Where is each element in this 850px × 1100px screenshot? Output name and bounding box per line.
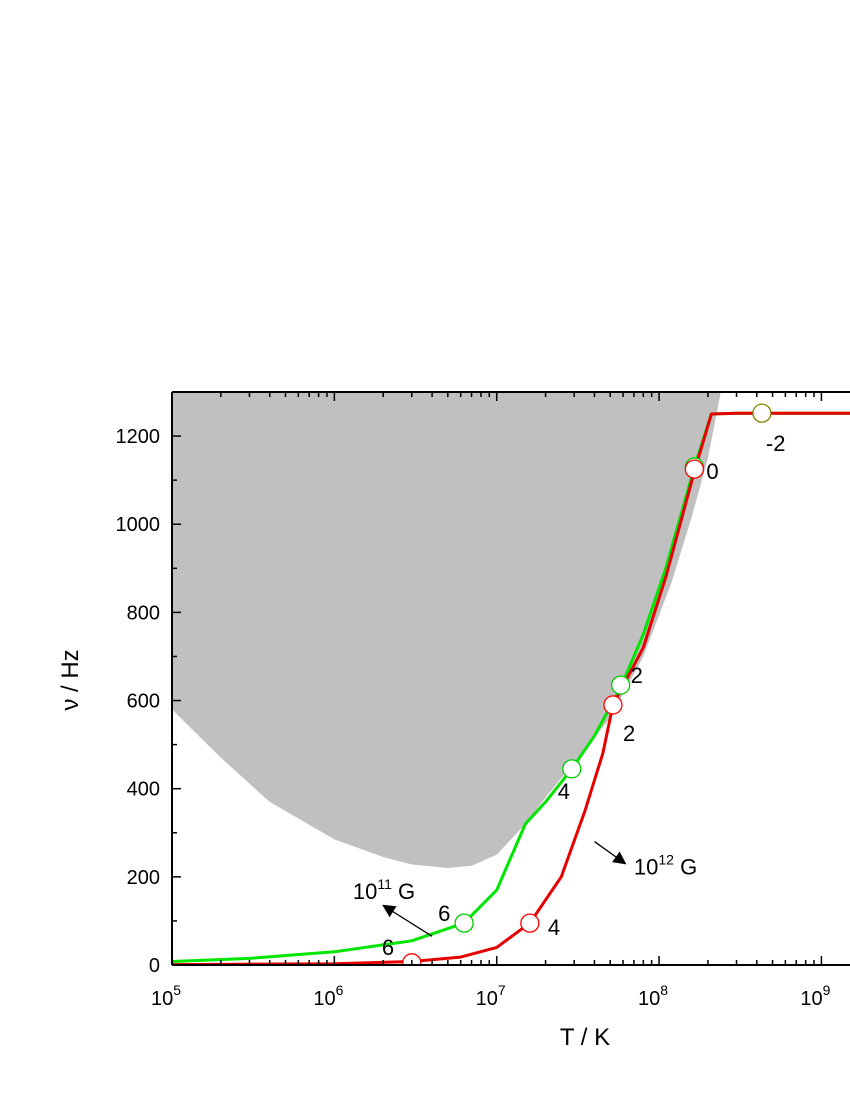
annotation-arrow-1 — [594, 841, 627, 865]
x-tick-exp: 8 — [660, 982, 668, 998]
marker-6 — [603, 695, 623, 715]
annotation-exp: 11 — [377, 876, 392, 892]
x-tick-base: 10 — [476, 988, 498, 1010]
y-tick-label-3: 600 — [127, 691, 160, 713]
y-tick-label-0: 0 — [149, 955, 160, 977]
x-tick-base: 10 — [151, 988, 173, 1010]
marker-8 — [752, 403, 772, 423]
marker-label-2: 2 — [631, 663, 643, 688]
y-tick-label-4: 800 — [127, 602, 160, 624]
x-tick-label-0: 105 — [151, 982, 181, 1010]
x-tick-base: 10 — [800, 988, 822, 1010]
marker-label-3: 0 — [706, 459, 718, 484]
x-tick-exp: 9 — [823, 982, 831, 998]
marker-label-8: -2 — [766, 431, 786, 456]
annotation-suffix: G — [674, 855, 697, 880]
annotation-label-0: 1011 G — [353, 876, 415, 904]
x-tick-exp: 5 — [173, 982, 181, 998]
marker-label-6: 2 — [623, 721, 635, 746]
plot-area — [172, 392, 850, 965]
marker-5 — [520, 913, 540, 933]
marker-2 — [611, 675, 631, 695]
x-axis-title: T / K — [560, 1024, 610, 1051]
x-tick-label-1: 106 — [313, 982, 343, 1010]
marker-7 — [684, 459, 705, 479]
axes — [171, 391, 850, 966]
y-tick-label-6: 1200 — [116, 426, 161, 448]
x-tick-exp: 6 — [336, 982, 344, 998]
x-tick-label-2: 107 — [476, 982, 506, 1010]
y-axis-title: ν / Hz — [57, 649, 84, 710]
annotation-suffix: G — [392, 879, 415, 904]
x-tick-label-3: 108 — [638, 982, 668, 1010]
annotation-arrow-0 — [382, 904, 433, 937]
marker-4 — [402, 953, 422, 965]
y-tick-label-5: 1000 — [116, 514, 161, 536]
shaded-region — [172, 392, 721, 868]
marker-label-5: 4 — [548, 915, 560, 940]
annotation-base: 10 — [634, 855, 658, 880]
marker-label-0: 6 — [438, 901, 450, 926]
x-tick-exp: 7 — [498, 982, 506, 998]
marker-0 — [454, 913, 474, 933]
annotation-exp: 12 — [658, 852, 674, 868]
marker-label-4: 6 — [382, 935, 394, 960]
series-line-1 — [172, 411, 850, 965]
x-tick-base: 10 — [638, 988, 660, 1010]
y-tick-label-1: 200 — [127, 867, 160, 889]
annotation-label-1: 1012 G — [634, 852, 697, 880]
x-tick-label-4: 109 — [800, 982, 830, 1010]
y-tick-label-2: 400 — [127, 779, 160, 801]
x-tick-base: 10 — [313, 988, 335, 1010]
annotation-base: 10 — [353, 879, 377, 904]
marker-1 — [562, 759, 582, 779]
marker-label-1: 4 — [558, 779, 570, 804]
